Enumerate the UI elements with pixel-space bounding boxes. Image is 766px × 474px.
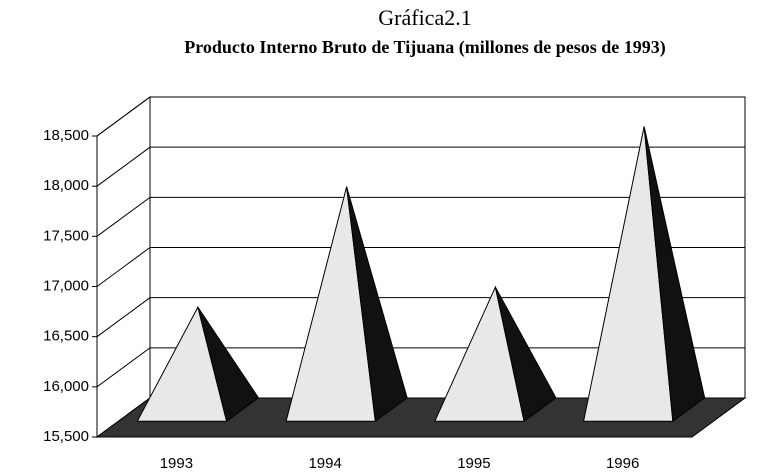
pyramid <box>582 126 706 423</box>
y-tick-label: 16,500 <box>43 328 89 345</box>
pyramid <box>136 305 260 423</box>
grid-line <box>96 146 745 187</box>
pyramid-side <box>643 126 706 423</box>
y-tick-label: 15,500 <box>43 428 89 445</box>
chart-title: Gráfica2.1 <box>378 5 471 30</box>
pyramid <box>285 186 408 423</box>
y-tick-label: 17,000 <box>43 277 89 294</box>
y-tick-label: 18,000 <box>43 177 89 194</box>
grid-line <box>96 297 745 338</box>
y-tick-label: 18,500 <box>43 127 89 144</box>
chart-subtitle: Producto Interno Bruto de Tijuana (millo… <box>184 37 666 58</box>
x-tick-label: 1996 <box>606 455 639 472</box>
grid-line <box>96 347 745 388</box>
grid-line <box>96 247 745 287</box>
pyramid <box>434 285 557 423</box>
x-tick-label: 1995 <box>457 455 490 472</box>
y-tick-label: 16,000 <box>43 378 89 395</box>
pyramid-side <box>494 286 557 423</box>
y-tick-label: 17,500 <box>43 227 89 244</box>
pyramid-side <box>346 186 408 423</box>
x-tick-label: 1993 <box>160 455 193 472</box>
grid-line <box>96 96 745 137</box>
grid-line <box>96 196 745 237</box>
pyramid-side <box>197 306 260 423</box>
x-tick-label: 1994 <box>308 455 341 472</box>
